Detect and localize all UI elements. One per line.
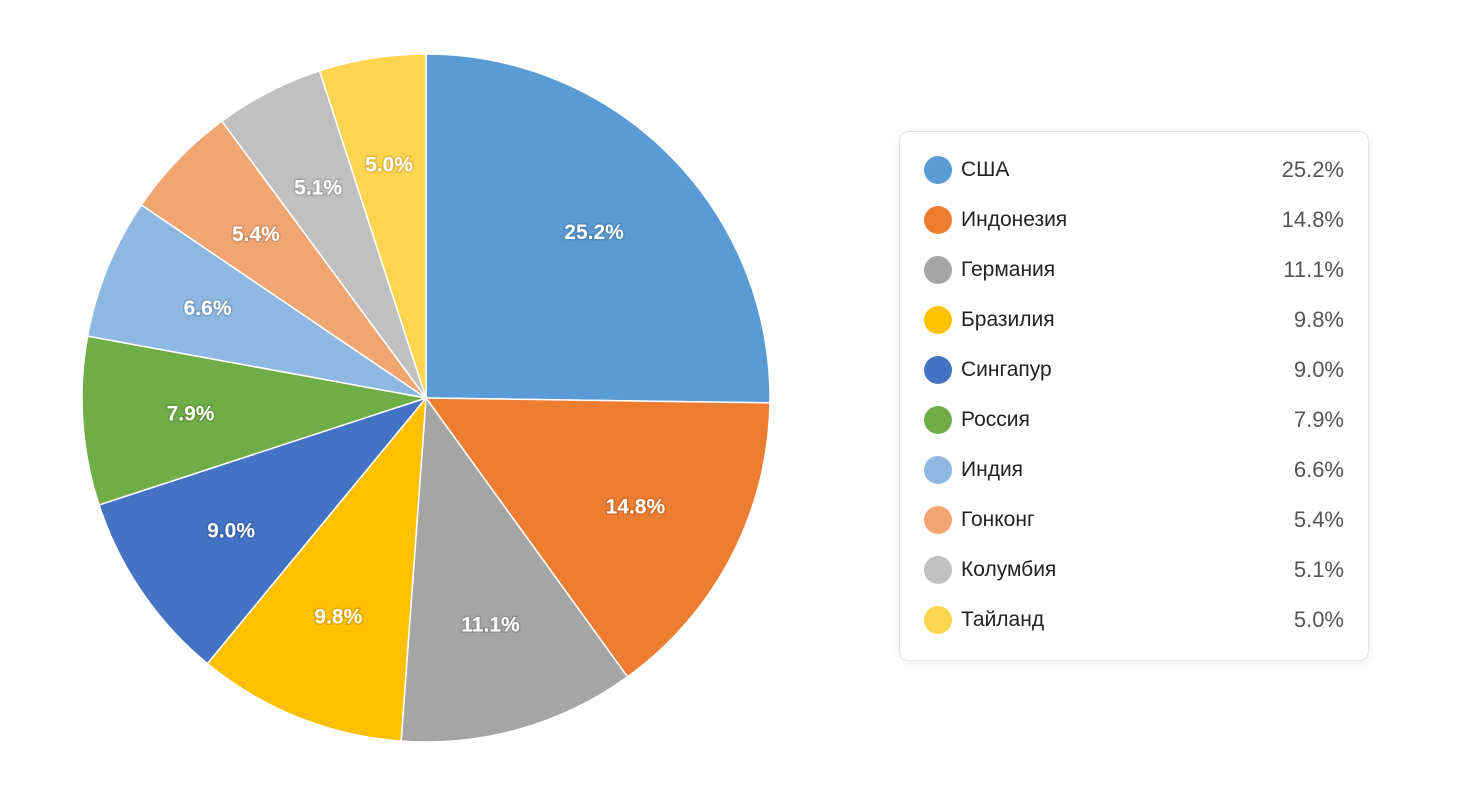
legend-item: Бразилия 9.8% [924, 295, 1344, 345]
legend-swatch [924, 506, 952, 534]
pie-slice [425, 53, 771, 404]
legend-item: Индонезия 14.8% [924, 195, 1344, 245]
pie-slice [98, 396, 429, 665]
slice-data-label: 9.8% [314, 606, 362, 629]
pie-slice [318, 53, 427, 399]
legend-label: Колумбия [961, 558, 1057, 581]
legend-item: США 25.2% [924, 145, 1344, 195]
legend-item: Сингапур 9.0% [924, 345, 1344, 395]
pie-slice [424, 397, 771, 678]
pie-chart: 25.2% 14.8% 11.1% 9.8% 9.0% 7.9% 6.6% 5.4% 5.1% 5… [81, 53, 771, 743]
legend-label: Сингапур [961, 358, 1052, 381]
legend-value: 9.0% [1293, 357, 1344, 382]
legend-item: Гонконг 5.4% [924, 495, 1344, 545]
legend-swatch [924, 156, 952, 184]
legend-value: 5.1% [1293, 557, 1344, 582]
slice-data-label: 25.2% [564, 221, 624, 244]
pie-slice-labels: 25.2% 14.8% 11.1% 9.8% 9.0% 7.9% 6.6% 5.4% 5.1% 5… [165, 152, 667, 638]
legend-swatch [924, 356, 952, 384]
legend-label: Германия [961, 258, 1056, 281]
legend-label: Индонезия [961, 208, 1068, 231]
slice-data-label: 7.9% [167, 402, 215, 425]
chart-legend: США 25.2% Индонезия 14.8% Германия 11.1% Брази… [899, 131, 1369, 661]
legend-swatch [924, 306, 952, 334]
legend-label: Бразилия [961, 308, 1055, 331]
slice-data-label: 9.0% [207, 520, 255, 543]
legend-item: Колумбия 5.1% [924, 545, 1344, 595]
legend-item: Россия 7.9% [924, 395, 1344, 445]
legend-swatch [924, 256, 952, 284]
pie-slices [81, 53, 771, 743]
legend-item: Индия 6.6% [924, 445, 1344, 495]
legend-value: 5.4% [1293, 507, 1344, 532]
slice-data-label: 11.1% [461, 614, 520, 637]
slice-data-label: 14.8% [606, 495, 666, 518]
slice-data-label: 5.1% [294, 177, 342, 200]
legend-value: 6.6% [1293, 457, 1344, 482]
legend-swatch [924, 606, 952, 634]
legend-value: 9.8% [1293, 307, 1344, 332]
legend-value: 7.9% [1293, 407, 1344, 432]
legend-label: Индия [961, 458, 1024, 481]
legend-value: 25.2% [1281, 157, 1344, 182]
legend-label: Гонконг [961, 508, 1035, 531]
legend-value: 14.8% [1281, 207, 1344, 232]
legend-item: Тайланд 5.0% [924, 595, 1344, 645]
slice-data-label: 6.6% [184, 297, 232, 320]
legend-label: Россия [961, 408, 1030, 431]
legend-value: 5.0% [1293, 607, 1344, 632]
slice-data-label: 5.0% [365, 153, 413, 176]
legend-item: Германия 11.1% [924, 245, 1344, 295]
pie-slice [86, 203, 427, 399]
legend-swatch [924, 406, 952, 434]
legend-swatch [924, 206, 952, 234]
pie-slice [206, 395, 427, 742]
pie-slice [81, 335, 427, 506]
legend-label: США [961, 158, 1010, 181]
slice-data-label: 5.4% [232, 223, 280, 246]
legend-swatch [924, 556, 952, 584]
legend-label: Тайланд [961, 608, 1045, 631]
legend-swatch [924, 456, 952, 484]
legend-value: 11.1% [1283, 257, 1344, 282]
pie-slice [400, 395, 629, 743]
